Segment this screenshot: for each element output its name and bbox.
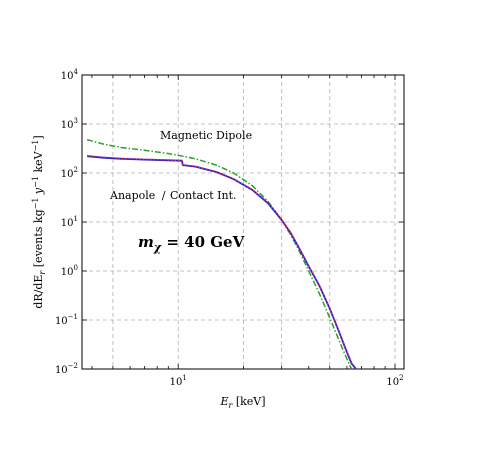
y-axis-title-c: y <box>32 187 45 197</box>
x-tick-label: 102 <box>386 374 403 388</box>
annotation-anapole-line: Anapole / Contact Int. <box>109 189 237 202</box>
y-tick-label: 101 <box>61 215 78 229</box>
y-axis-title-e: ] <box>32 135 45 139</box>
y-tick-label: 102 <box>61 166 78 180</box>
y-tick-label: 100 <box>61 264 78 278</box>
annotation-anapole: Anapole <box>109 189 155 202</box>
y-axis-title-b-sup: −1 <box>31 198 40 210</box>
y-axis-title-d: keV <box>32 150 45 176</box>
y-tick-label: 103 <box>61 117 78 131</box>
x-axis-title-main: E <box>219 395 228 408</box>
y-axis-title-b: [events kg <box>32 209 45 270</box>
mass-subscript: χ <box>153 241 162 254</box>
y-tick-label: 104 <box>61 68 79 82</box>
y-axis-title-a: dR/dE <box>32 275 45 309</box>
x-axis-title-sub: r <box>229 401 234 410</box>
x-tick-label: 101 <box>170 374 187 388</box>
annotation-mass: mχ = 40 GeV <box>138 233 245 254</box>
mass-value: = 40 GeV <box>161 233 244 251</box>
y-tick-label: 10−2 <box>55 362 78 376</box>
annotation-contact-int: Contact Int. <box>170 189 237 202</box>
y-axis-title-a-sub: r <box>38 270 47 275</box>
annotation-magnetic-dipole: Magnetic Dipole <box>160 129 252 142</box>
x-axis-title-unit: [keV] <box>232 395 265 408</box>
series-group <box>86 138 357 370</box>
x-axis-title: Er [keV] <box>219 395 265 410</box>
y-axis-title: dR/dEr [events kg−1 y−1 keV−1] <box>31 135 47 308</box>
y-axis-title-d-sup: −1 <box>31 140 40 152</box>
axis-ticks: 101 102 104 103 102 101 100 10−1 10−2 <box>55 68 404 388</box>
annotation-slash: / <box>162 189 166 202</box>
mass-symbol: m <box>138 233 154 251</box>
series-line-magnetic-dipole <box>86 138 353 370</box>
y-axis-title-c-sup: −1 <box>31 176 40 188</box>
y-tick-label: 10−1 <box>55 313 78 327</box>
series-line-contact-int <box>87 154 357 369</box>
grid-lines <box>82 75 404 369</box>
